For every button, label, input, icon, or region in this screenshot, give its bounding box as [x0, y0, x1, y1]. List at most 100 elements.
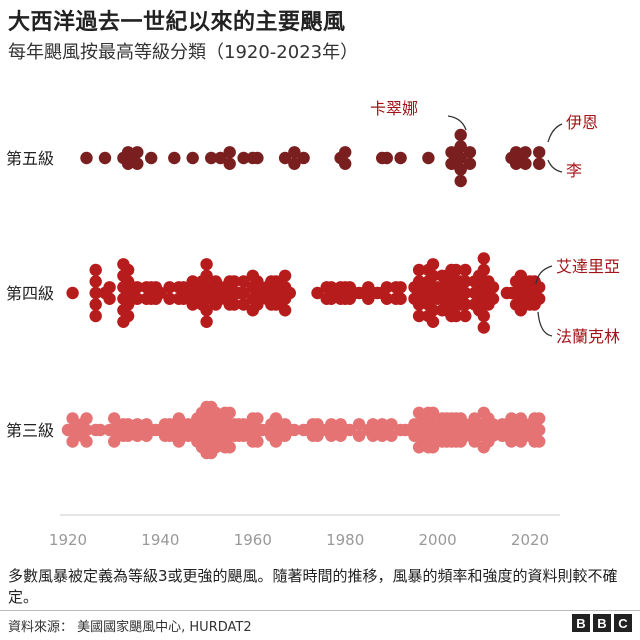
logo-letter: C [614, 614, 632, 632]
hurricane-dot [89, 275, 102, 288]
hurricane-dot [533, 412, 546, 425]
hurricane-dot [145, 151, 158, 165]
hurricane-dot [463, 157, 477, 170]
hurricane-dot [89, 309, 102, 323]
x-tick-label: 1960 [234, 531, 272, 549]
hurricane-dot [237, 286, 250, 300]
hurricane-dot [394, 292, 407, 305]
hurricane-dot [477, 252, 490, 265]
hurricane-dot [131, 146, 144, 159]
footnote: 多數風暴被定義為等級3或更強的颶風。隨著時間的推移，風暴的頻率和強度的資料則較不… [8, 567, 618, 606]
hurricane-dot [352, 429, 366, 442]
hurricane-dot [237, 298, 250, 311]
hurricane-dot [463, 146, 477, 159]
hurricane-dot [454, 128, 467, 142]
hurricane-dot [486, 292, 500, 305]
hurricane-dot [89, 263, 102, 277]
hurricane-dot [449, 263, 463, 277]
hurricane-dot [380, 151, 393, 165]
hurricane-dots [61, 128, 546, 460]
annotation-leader [535, 265, 553, 285]
hurricane-dot [66, 435, 79, 448]
hurricane-dot [533, 423, 546, 437]
hurricane-dot [131, 281, 144, 294]
hurricane-dot [412, 263, 426, 277]
hurricane-dot [486, 281, 500, 294]
hurricane-dot [288, 157, 301, 170]
hurricane-dot [533, 435, 546, 448]
hurricane-dot [339, 157, 352, 170]
hurricane-dot [200, 258, 213, 271]
hurricane-dot [89, 298, 102, 311]
x-tick-label: 1980 [326, 531, 364, 549]
hurricane-dot [422, 151, 435, 165]
hurricane-dot [278, 269, 292, 282]
hurricane-dot [459, 309, 472, 323]
hurricane-dot [394, 281, 407, 294]
x-tick-label: 1920 [49, 531, 87, 549]
hurricane-dot [533, 157, 546, 170]
hurricane-dot [459, 263, 472, 277]
hurricane-dot [477, 309, 490, 323]
hurricane-dot [449, 309, 463, 323]
source-credit: 資料來源： 美國國家颶風中心, HURDAT2 [8, 620, 252, 635]
hurricane-dot [163, 292, 176, 305]
hurricane-dot [121, 309, 135, 323]
hurricane-dot [394, 151, 407, 165]
annotation-label: 伊恩 [566, 113, 598, 132]
hurricane-dot [251, 275, 264, 288]
hurricane-dot [519, 146, 532, 159]
chart-title: 大西洋過去一世紀以來的主要颶風 [8, 10, 346, 35]
hurricane-dot [163, 281, 176, 294]
hurricane-dot [103, 292, 116, 305]
hurricane-dot [385, 429, 398, 442]
hurricane-dot [223, 157, 236, 170]
hurricane-dot [205, 151, 218, 165]
bbc-logo: B B C [572, 614, 632, 632]
hurricane-dot [380, 292, 393, 305]
hurricane-dot [426, 258, 440, 271]
hurricane-dot [454, 140, 467, 153]
hurricane-dot [251, 151, 264, 165]
hurricane-dot [251, 412, 264, 425]
hurricane-dot [223, 406, 236, 419]
hurricane-dot [131, 292, 144, 305]
x-tick-label: 2020 [511, 531, 549, 549]
hurricane-dot [131, 157, 144, 170]
hurricane-dot [98, 151, 112, 165]
hurricane-dot [343, 423, 356, 437]
hurricane-dot [352, 418, 366, 431]
hurricane-dot [237, 151, 250, 165]
hurricane-dot [200, 315, 213, 328]
hurricane-dot [237, 275, 250, 288]
hurricane-dot [80, 151, 93, 165]
annotation-label: 卡翠娜 [370, 99, 418, 118]
hurricane-dot [533, 146, 546, 159]
hurricane-dot [454, 151, 467, 165]
hurricane-dot [278, 151, 292, 165]
hurricane-dot [251, 298, 264, 311]
hurricane-dot [454, 174, 467, 188]
row-label: 第三級 [6, 421, 54, 440]
hurricane-dot [519, 157, 532, 170]
hurricane-dot [380, 281, 393, 294]
hurricane-dot [459, 286, 472, 300]
hurricane-dot [168, 151, 181, 165]
hurricane-dot [426, 269, 440, 282]
hurricane-dot [533, 292, 546, 305]
chart-subtitle: 每年颶風按最高等級分類（1920-2023年） [8, 42, 359, 63]
x-tick-label: 2000 [419, 531, 457, 549]
hurricane-dot [288, 423, 301, 437]
hurricane-dot [477, 263, 490, 277]
hurricane-dot [186, 151, 199, 165]
hurricane-dot [121, 263, 135, 277]
hurricane-dot [228, 298, 241, 311]
hurricane-dot [533, 281, 546, 294]
annotation-label: 艾達里亞 [556, 257, 620, 276]
hurricane-dot [228, 275, 241, 288]
hurricane-dot [80, 423, 93, 437]
x-tick-label: 1940 [141, 531, 179, 549]
hurricane-dot [288, 146, 301, 159]
